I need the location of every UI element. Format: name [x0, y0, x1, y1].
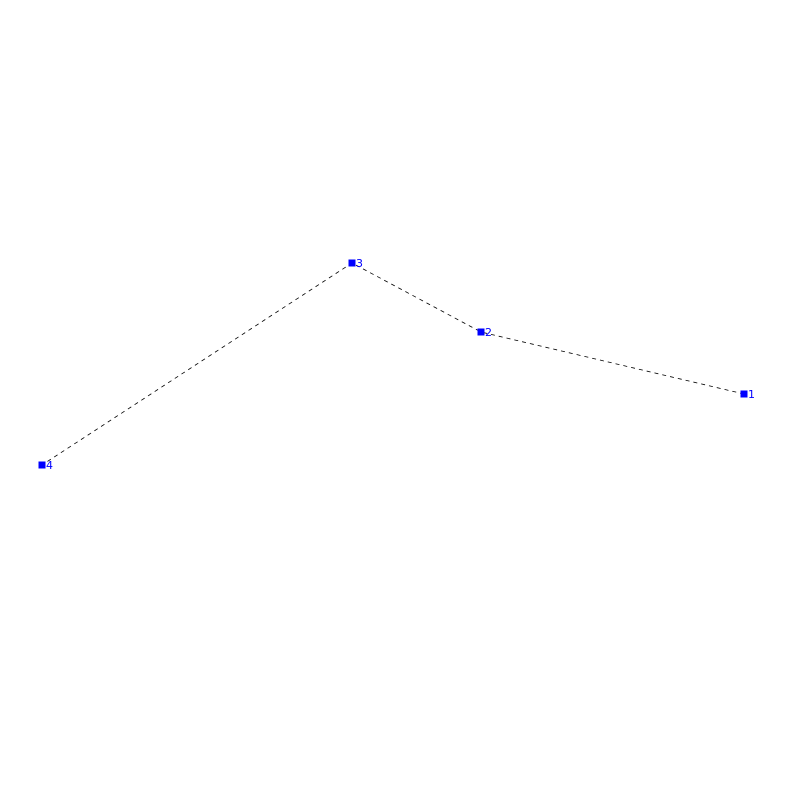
node-label-4: 4 — [46, 459, 53, 472]
node-marker-2 — [477, 328, 485, 336]
node-label-2: 2 — [485, 326, 492, 339]
node-marker-1 — [740, 390, 748, 398]
dashed-connector-path — [41, 262, 745, 466]
node-marker-3 — [348, 259, 356, 267]
node-marker-4 — [38, 461, 46, 469]
node-label-1: 1 — [748, 388, 755, 401]
node-label-3: 3 — [356, 257, 363, 270]
